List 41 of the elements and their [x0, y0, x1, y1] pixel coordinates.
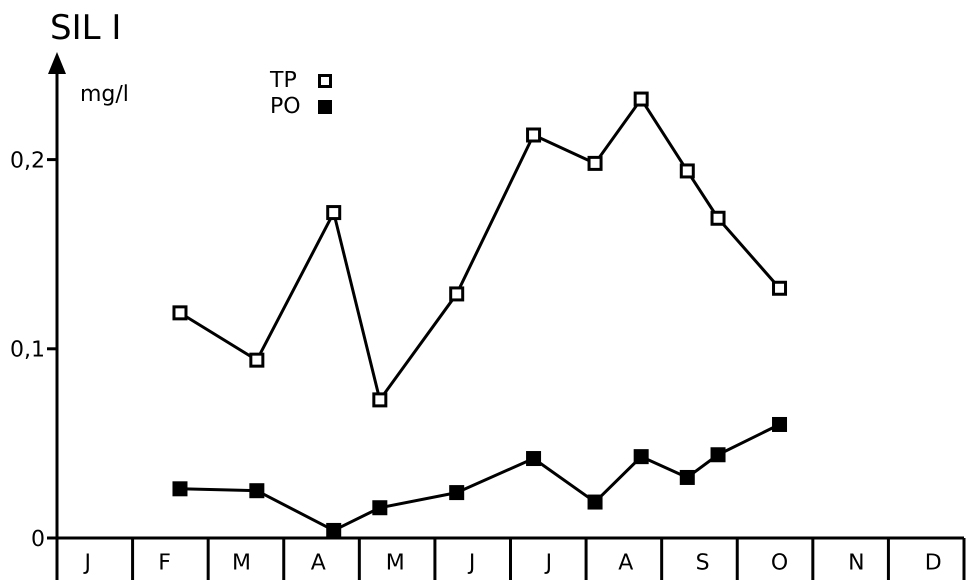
- x-tick-label: A: [618, 550, 634, 576]
- point: [680, 470, 695, 485]
- point: [772, 280, 788, 296]
- point: [710, 447, 726, 462]
- x-tick-label: J: [544, 550, 552, 576]
- x-tick-label: S: [696, 550, 710, 576]
- point: [634, 92, 649, 107]
- y-tick-label: 0: [31, 526, 45, 552]
- point: [772, 416, 788, 432]
- point: [680, 163, 695, 178]
- x-tick-label: A: [310, 550, 326, 576]
- y-axis-title: mg/l: [80, 82, 129, 107]
- point: [326, 522, 342, 538]
- point: [526, 451, 542, 466]
- point: [526, 128, 542, 143]
- point: [172, 305, 188, 320]
- point: [372, 500, 388, 516]
- x-tick-label: J: [466, 550, 476, 576]
- point: [172, 481, 188, 496]
- x-tick-label: M: [232, 550, 251, 576]
- y-tick-label: 0,1: [10, 338, 45, 363]
- x-tick-label: J: [82, 550, 91, 576]
- point: [449, 485, 464, 500]
- point: [634, 449, 649, 464]
- point: [710, 210, 726, 226]
- point: [372, 392, 388, 408]
- x-tick-label: N: [848, 550, 865, 576]
- point: [588, 494, 603, 510]
- legend-label: PO: [270, 94, 302, 120]
- x-tick-label: D: [924, 550, 942, 576]
- legend-label: TP: [270, 68, 298, 94]
- point: [249, 483, 264, 498]
- point: [449, 286, 464, 302]
- point: [326, 205, 342, 220]
- point: [249, 352, 264, 368]
- point: [588, 156, 603, 171]
- y-tick-label: 0,2: [10, 148, 45, 174]
- x-tick-label: M: [386, 550, 405, 576]
- chart-title: SIL I: [50, 8, 122, 48]
- x-tick-label: F: [158, 550, 171, 576]
- x-tick-label: O: [770, 550, 788, 576]
